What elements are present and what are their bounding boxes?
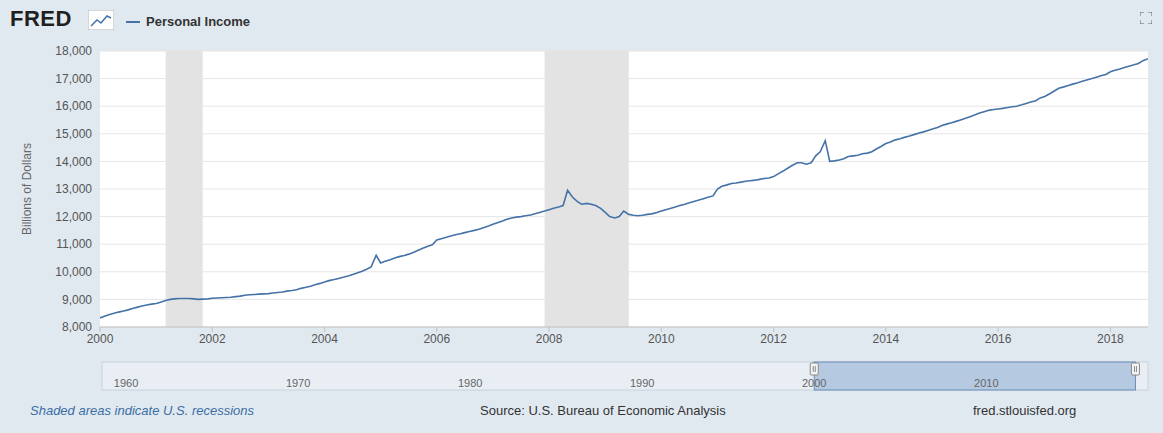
svg-text:14,000: 14,000 (55, 155, 92, 169)
html-text:FRED: FRED (10, 6, 72, 31)
svg-text:2008: 2008 (536, 332, 563, 346)
svg-text:2000: 2000 (802, 377, 826, 389)
html-text:Shaded areas indicate U.S. rec: Shaded areas indicate U.S. recessions (30, 403, 254, 418)
svg-text:2012: 2012 (760, 332, 787, 346)
svg-text:2014: 2014 (873, 332, 900, 346)
svg-text:1980: 1980 (458, 377, 482, 389)
svg-text:8,000: 8,000 (62, 320, 92, 334)
svg-text:1990: 1990 (630, 377, 654, 389)
html-text:Personal Income: Personal Income (146, 14, 250, 29)
svg-text:2000: 2000 (86, 331, 114, 346)
svg-text:12,000: 12,000 (55, 210, 92, 224)
svg-text:15,000: 15,000 (55, 127, 92, 141)
svg-text:1970: 1970 (286, 377, 310, 389)
svg-text:18,000: 18,000 (55, 44, 92, 58)
svg-text:2010: 2010 (648, 332, 675, 346)
svg-text:2018: 2018 (1097, 332, 1124, 346)
svg-text:9,000: 9,000 (62, 293, 92, 307)
svg-text:16,000: 16,000 (55, 99, 92, 113)
html-text:fred.stlouisfed.org: fred.stlouisfed.org (973, 403, 1077, 418)
svg-text:13,000: 13,000 (55, 182, 92, 196)
svg-text:Billions of Dollars: Billions of Dollars (20, 143, 34, 235)
svg-text:2016: 2016 (985, 332, 1012, 346)
svg-text:1960: 1960 (114, 377, 138, 389)
html-text:Source: U.S. Bureau of Economi: Source: U.S. Bureau of Economic Analysis (480, 403, 726, 418)
svg-text:2004: 2004 (311, 332, 338, 346)
svg-text:10,000: 10,000 (55, 265, 92, 279)
svg-text:2002: 2002 (199, 332, 226, 346)
svg-text:11,000: 11,000 (56, 237, 92, 251)
svg-text:2006: 2006 (423, 332, 450, 346)
svg-text:17,000: 17,000 (55, 72, 92, 86)
svg-text:2010: 2010 (974, 377, 998, 389)
